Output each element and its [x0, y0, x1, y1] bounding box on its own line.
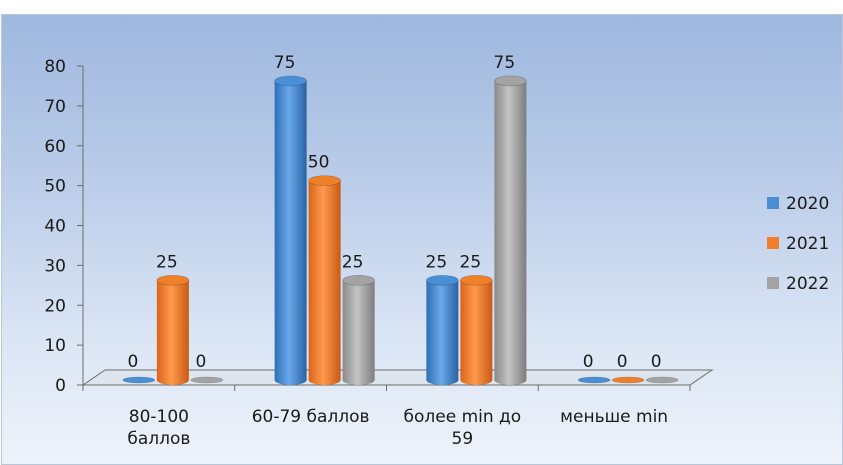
data-label: 75 — [274, 53, 296, 73]
data-label: 75 — [494, 53, 516, 73]
data-label: 0 — [195, 352, 206, 372]
bar-body — [342, 280, 375, 385]
y-tick-label: 10 — [44, 336, 66, 356]
bar-top — [156, 275, 190, 286]
bar-body — [274, 80, 307, 385]
legend-swatch-2021 — [767, 237, 779, 249]
y-tick-label: 40 — [44, 217, 66, 237]
data-label: 25 — [460, 252, 482, 272]
bar-2021 — [611, 376, 645, 384]
bar-body — [308, 180, 341, 385]
legend-swatch-2022 — [767, 277, 779, 289]
bar-top — [274, 75, 307, 87]
legend-label: 2020 — [786, 194, 829, 214]
bar-2020 — [577, 376, 611, 384]
bar-top — [577, 376, 611, 384]
bar-top — [611, 376, 645, 384]
bar-2021 — [460, 275, 493, 385]
y-tick-label: 60 — [44, 137, 66, 157]
y-tick-label: 20 — [44, 296, 66, 316]
bar-2022 — [494, 75, 527, 385]
legend-label: 2021 — [786, 234, 829, 254]
y-tick-label: 0 — [55, 376, 66, 396]
chart-area — [1, 14, 843, 465]
bar-2020 — [274, 75, 307, 385]
legend-swatch-2020 — [767, 197, 779, 209]
legend-label: 2022 — [786, 274, 829, 294]
bar-top — [122, 376, 156, 384]
x-category-label: 60-79 баллов — [252, 407, 370, 427]
bar-2020 — [122, 376, 156, 384]
y-tick-label: 70 — [44, 97, 66, 117]
bar-body — [494, 80, 527, 385]
data-label: 50 — [308, 153, 330, 173]
data-label: 25 — [342, 252, 364, 272]
x-category-label: меньше min — [560, 407, 668, 427]
bar-2022 — [190, 376, 224, 384]
bar-2021 — [156, 275, 190, 385]
bar-2022 — [645, 376, 679, 384]
x-category-label: баллов — [127, 429, 190, 449]
data-label: 0 — [651, 352, 662, 372]
bar-top — [190, 376, 224, 384]
bar-top — [308, 175, 341, 186]
x-category-label: более min до — [404, 407, 522, 427]
data-label: 0 — [583, 352, 594, 372]
y-tick-label: 30 — [44, 256, 66, 276]
bar-2020 — [426, 275, 459, 385]
x-category-label: 59 — [452, 429, 474, 449]
bar-top — [460, 275, 493, 286]
data-label: 25 — [156, 252, 178, 272]
bar-body — [426, 280, 459, 385]
x-category-label: 80-100 — [129, 407, 189, 427]
bar-2022 — [342, 275, 375, 385]
y-tick-label: 80 — [44, 57, 66, 77]
data-label: 0 — [127, 352, 138, 372]
bar-2021 — [308, 175, 341, 385]
bar-top — [645, 376, 679, 384]
y-tick-label: 50 — [44, 177, 66, 197]
bar-body — [460, 280, 493, 385]
data-label: 25 — [426, 252, 448, 272]
bar-top — [494, 75, 527, 87]
bar-body — [156, 280, 189, 385]
bar-top — [426, 275, 459, 286]
data-label: 0 — [617, 352, 628, 372]
bar-top — [342, 275, 375, 286]
